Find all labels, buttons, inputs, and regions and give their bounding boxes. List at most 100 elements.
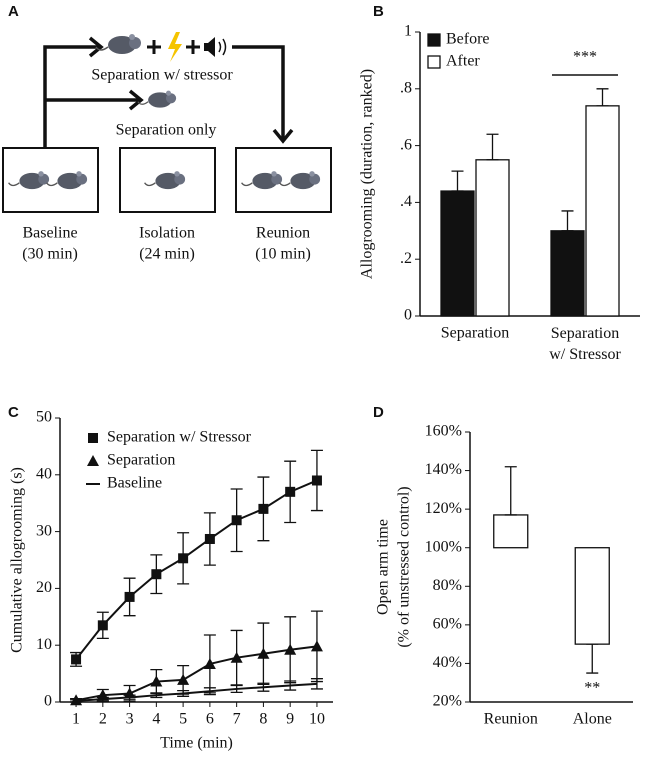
- legend-label: Separation: [107, 452, 175, 469]
- mouse-icon: [95, 34, 141, 54]
- bar: [585, 105, 620, 317]
- y-tick-label: 160%: [425, 423, 462, 440]
- sound-waves: [218, 38, 227, 56]
- mouse-tail: [137, 101, 149, 105]
- x-tick-label: 1: [72, 711, 80, 728]
- x-tick-label: 3: [126, 711, 134, 728]
- error-bar: [451, 170, 464, 192]
- bar: [475, 159, 510, 317]
- y-tick-label: .2: [400, 250, 412, 267]
- stage-label: Reunion (10 min): [255, 224, 311, 262]
- marker-square: [97, 620, 108, 631]
- bar: [574, 547, 610, 645]
- mouse-head: [174, 173, 186, 185]
- bar: [550, 230, 585, 317]
- y-tick-label: .4: [400, 193, 412, 210]
- y-tick-label: 1: [404, 23, 412, 40]
- panel-label: D: [373, 404, 384, 421]
- bar: [493, 514, 529, 549]
- y-axis-label: Cumulative allogrooming (s): [9, 467, 26, 653]
- condition-label: Separation w/ stressor: [91, 67, 233, 84]
- mouse-body: [252, 172, 278, 190]
- error-bar: [561, 210, 574, 232]
- mouse-tail: [8, 182, 20, 187]
- mouse-body: [57, 172, 83, 190]
- y-tick-label: 60%: [433, 616, 462, 633]
- series-line: [75, 682, 318, 702]
- marker-square: [231, 515, 242, 526]
- speaker-icon: [204, 37, 215, 57]
- y-tick-label: 20: [36, 579, 52, 596]
- condition-label: Separation only: [116, 122, 217, 139]
- mouse-ear: [174, 171, 180, 177]
- series-line: [75, 479, 318, 661]
- marker-square: [71, 654, 82, 665]
- mouse-body: [155, 172, 181, 190]
- arrow-line: [232, 45, 285, 140]
- x-tick-label: Alone: [573, 711, 612, 728]
- mouse-tail: [46, 182, 58, 187]
- y-tick-label: 30: [36, 522, 52, 539]
- error-bar: [596, 88, 609, 107]
- marker-square: [151, 569, 162, 580]
- mouse-tail: [279, 182, 291, 187]
- marker-square: [258, 503, 269, 514]
- error-bar: [586, 643, 599, 674]
- marker-triangle: [150, 675, 163, 687]
- arrow-head: [128, 89, 144, 111]
- mouse-icon: [144, 171, 186, 190]
- stage-label: Isolation (24 min): [139, 224, 195, 262]
- x-tick-label: 5: [179, 711, 187, 728]
- plus-sign: [147, 40, 161, 54]
- marker-square: [124, 591, 135, 602]
- mouse-icon: [241, 171, 283, 190]
- x-tick-label: 2: [99, 711, 107, 728]
- error-bar: [486, 133, 499, 161]
- y-tick-label: 50: [36, 409, 52, 426]
- arrow-head: [272, 128, 294, 144]
- marker-triangle: [87, 455, 99, 466]
- legend-label: Baseline: [107, 475, 162, 492]
- y-tick-label: 40%: [433, 654, 462, 671]
- mouse-head: [309, 173, 321, 185]
- mouse-head: [38, 173, 50, 185]
- y-axis-label: Allogrooming (duration, ranked): [359, 69, 376, 279]
- x-axis-label: Time (min): [160, 735, 233, 752]
- y-tick-label: 0: [44, 693, 52, 710]
- x-tick-label: Separation: [441, 325, 509, 342]
- marker-square: [88, 433, 98, 443]
- x-tick-label: Separation w/ Stressor: [549, 325, 621, 363]
- mouse-icon: [46, 171, 88, 190]
- mouse-icon: [279, 171, 321, 190]
- mouse-head: [76, 173, 88, 185]
- mouse-ear: [38, 171, 44, 177]
- series-line: [75, 645, 318, 702]
- marker-triangle: [284, 643, 297, 655]
- significance-label: **: [584, 680, 600, 697]
- mouse-tail: [241, 182, 253, 187]
- plus-sign: [186, 40, 200, 54]
- marker-square: [285, 486, 296, 497]
- mouse-ear: [271, 171, 277, 177]
- y-tick-label: 80%: [433, 577, 462, 594]
- y-tick-label: 120%: [425, 500, 462, 517]
- y-axis-label: Open arm time (% of unstressed control): [374, 486, 412, 647]
- y-tick-label: .8: [400, 79, 412, 96]
- mouse-ear: [76, 171, 82, 177]
- arrow-line: [43, 45, 100, 148]
- x-tick-label: Reunion: [484, 711, 538, 728]
- x-tick-label: 6: [206, 711, 214, 728]
- x-tick-label: 9: [286, 711, 294, 728]
- mouse-tail: [95, 46, 109, 51]
- x-tick-label: 8: [259, 711, 267, 728]
- x-tick-label: 7: [233, 711, 241, 728]
- marker-square: [204, 533, 215, 544]
- y-tick-label: 20%: [433, 693, 462, 710]
- mouse-body: [108, 36, 136, 54]
- marker-triangle: [310, 640, 323, 652]
- legend-swatch: [427, 55, 441, 69]
- y-tick-label: 40: [36, 465, 52, 482]
- legend-label: After: [446, 53, 480, 70]
- marker-triangle: [257, 647, 270, 659]
